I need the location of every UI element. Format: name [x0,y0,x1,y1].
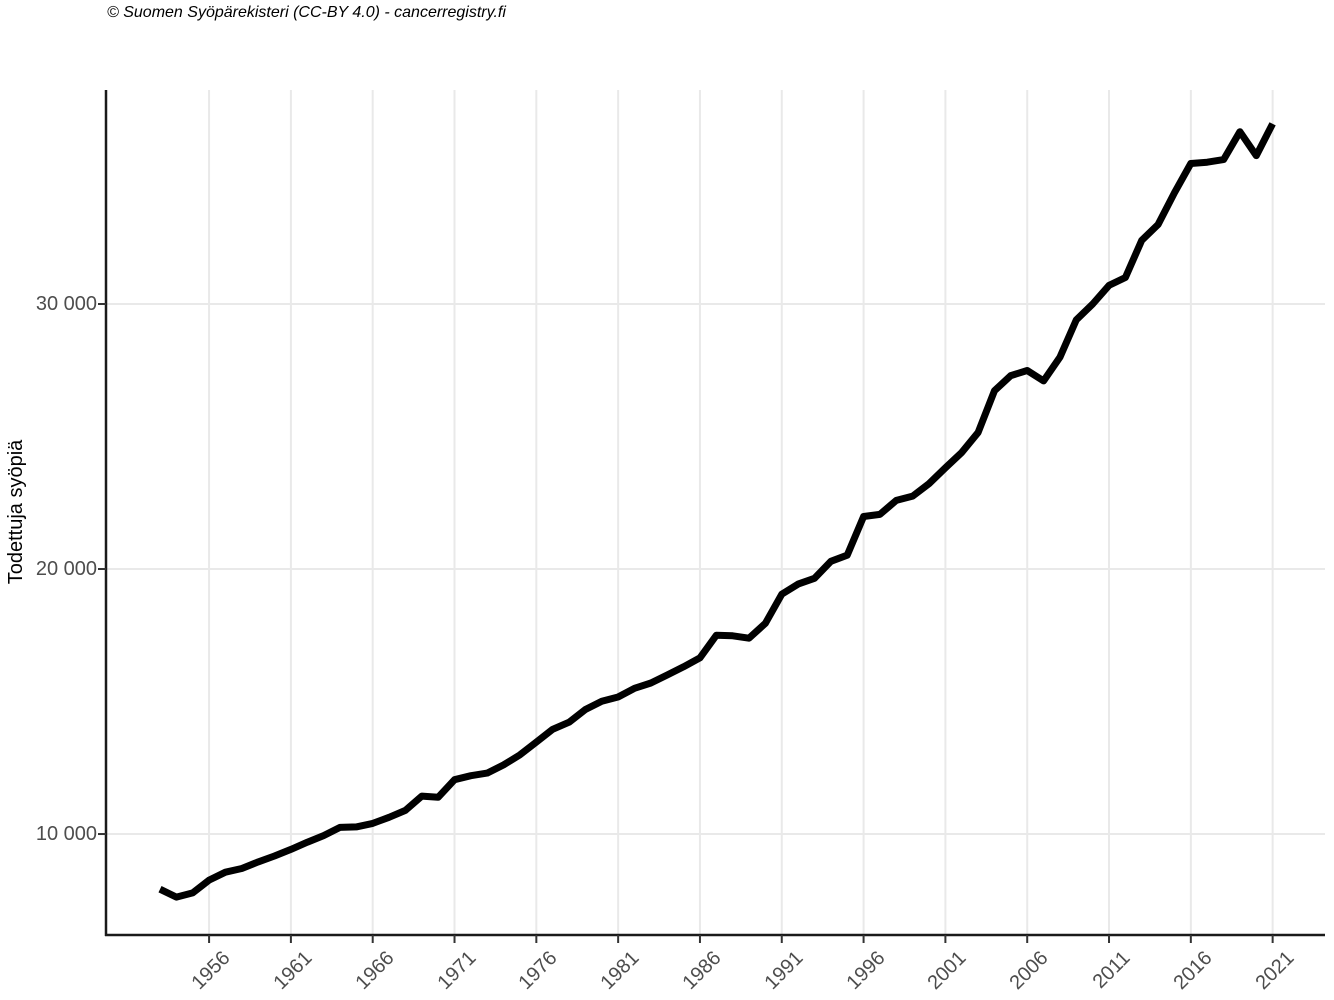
y-tick-label: 20 000 [35,558,97,580]
chart-title: © Suomen Syöpärekisteri (CC-BY 4.0) - ca… [107,4,506,21]
y-tick-label: 30 000 [35,292,97,315]
y-tick-label: 10 000 [35,823,97,846]
data-line-todettuja-syopia [158,122,1276,901]
